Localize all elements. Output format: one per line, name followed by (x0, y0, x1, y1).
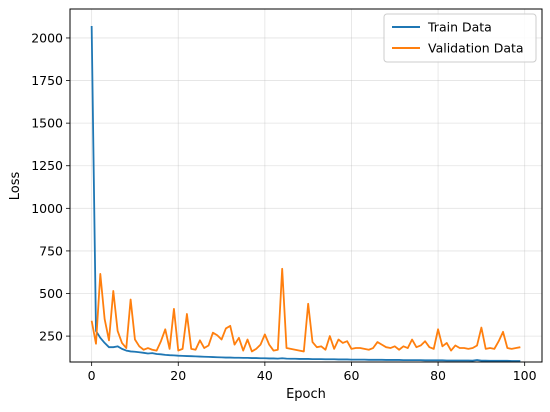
x-tick-label: 100 (513, 368, 537, 383)
plot-area-frame (69, 8, 543, 363)
series-line-train (90, 26, 521, 362)
y-tick-label: 1250 (31, 158, 63, 173)
x-tick-label: 80 (430, 368, 446, 383)
y-tick-label: 500 (39, 286, 63, 301)
series-line-validation (90, 267, 521, 353)
x-tick-label: 20 (170, 368, 186, 383)
x-tick-label: 60 (344, 368, 360, 383)
y-tick-label: 250 (39, 329, 63, 344)
legend-label-validation: Validation Data (428, 41, 524, 56)
legend: Train Data Validation Data (383, 13, 537, 63)
y-tick-label: 1000 (31, 201, 63, 216)
legend-label-train: Train Data (427, 20, 492, 35)
y-tick-label: 1750 (31, 73, 63, 88)
series-lines (90, 26, 521, 362)
x-tick-label: 0 (88, 368, 96, 383)
y-tick-label: 1500 (31, 116, 63, 131)
axis-ticks: 0 20 40 60 80 100 250 500 750 1000 1250 1500 1750 200… (31, 30, 536, 383)
legend-box (383, 13, 537, 63)
y-axis-label: Loss (8, 172, 23, 201)
y-tick-label: 2000 (31, 30, 63, 45)
x-tick-label: 40 (257, 368, 273, 383)
x-axis-label: Epoch (286, 387, 326, 402)
y-tick-label: 750 (39, 243, 63, 258)
